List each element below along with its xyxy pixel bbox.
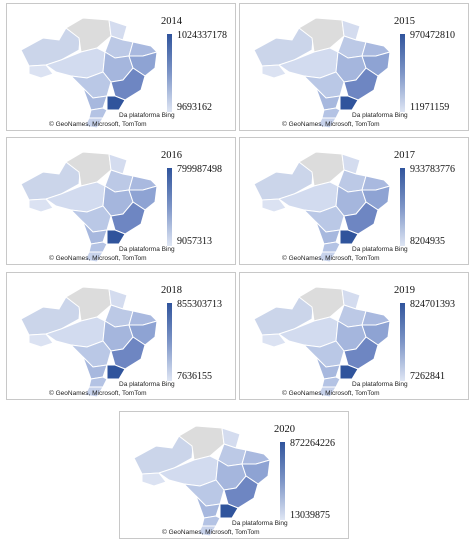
state-region: [317, 251, 337, 262]
state-region: [88, 241, 108, 253]
map-attribution-platform: Da plataforma Bing: [119, 246, 175, 253]
map-attribution-platform: Da plataforma Bing: [119, 112, 175, 119]
legend-max-value: 855303713: [177, 299, 222, 310]
map-attribution-copyright: © GeoNames, Microsoft, TomTom: [49, 255, 147, 262]
state-region: [195, 495, 221, 519]
year-label: 2014: [161, 16, 182, 27]
state-region: [197, 525, 217, 536]
brazil-choropleth-map: [133, 425, 271, 536]
state-region: [298, 151, 345, 187]
state-region: [28, 64, 54, 79]
brazil-choropleth-map: [253, 286, 391, 397]
legend-max-value: 824701393: [410, 299, 455, 310]
state-region: [84, 386, 104, 397]
map-attribution-platform: Da plataforma Bing: [119, 381, 175, 388]
map-panel: 2014 1024337178 9693162 Da plataforma Bing ©…: [6, 3, 236, 131]
map-attribution-platform: Da plataforma Bing: [352, 381, 408, 388]
legend-min-value: 9057313: [177, 236, 212, 247]
state-region: [106, 364, 126, 380]
legend-min-value: 8204935: [410, 236, 445, 247]
legend-max-value: 1024337178: [177, 30, 227, 41]
state-region: [219, 503, 239, 519]
state-region: [261, 333, 287, 348]
legend-min-value: 13039875: [290, 510, 330, 521]
state-region: [28, 333, 54, 348]
state-region: [65, 17, 112, 53]
brazil-choropleth-map: [253, 151, 391, 262]
map-attribution-platform: Da plataforma Bing: [232, 520, 288, 527]
legend-max-value: 970472810: [410, 30, 455, 41]
map-attribution-copyright: © GeoNames, Microsoft, TomTom: [282, 121, 380, 128]
year-label: 2020: [274, 424, 295, 435]
color-scale-bar: [400, 303, 405, 381]
map-panel: 2019 824701393 7262841 Da plataforma Bing © …: [239, 272, 469, 400]
color-scale-bar: [167, 168, 172, 246]
map-attribution-platform: Da plataforma Bing: [352, 112, 408, 119]
year-label: 2016: [161, 150, 182, 161]
state-region: [88, 107, 108, 119]
state-region: [84, 117, 104, 128]
state-region: [82, 221, 108, 245]
state-region: [28, 198, 54, 213]
map-attribution-copyright: © GeoNames, Microsoft, TomTom: [162, 529, 260, 536]
state-region: [178, 425, 225, 461]
state-region: [261, 64, 287, 79]
state-region: [88, 376, 108, 388]
state-region: [84, 251, 104, 262]
color-scale-bar: [400, 168, 405, 246]
map-panel: 2020 872264226 13039875 Da plataforma Bing ©…: [119, 411, 349, 539]
year-label: 2018: [161, 285, 182, 296]
state-region: [82, 356, 108, 380]
state-region: [65, 151, 112, 187]
year-label: 2019: [394, 285, 415, 296]
state-region: [65, 286, 112, 322]
map-panel: 2017 933783776 8204935 Da plataforma Bing © …: [239, 137, 469, 265]
legend-max-value: 872264226: [290, 438, 335, 449]
state-region: [82, 87, 108, 111]
state-region: [339, 95, 359, 111]
year-label: 2015: [394, 16, 415, 27]
legend-min-value: 9693162: [177, 102, 212, 113]
legend-min-value: 7262841: [410, 371, 445, 382]
state-region: [141, 472, 167, 487]
brazil-choropleth-map: [20, 151, 158, 262]
map-attribution-copyright: © GeoNames, Microsoft, TomTom: [282, 255, 380, 262]
brazil-choropleth-map: [253, 17, 391, 128]
map-panel: 2016 799987498 9057313 Da plataforma Bing © …: [6, 137, 236, 265]
state-region: [317, 386, 337, 397]
legend-max-value: 799987498: [177, 164, 222, 175]
state-region: [315, 87, 341, 111]
color-scale-bar: [280, 442, 285, 520]
state-region: [315, 356, 341, 380]
state-region: [339, 229, 359, 245]
brazil-choropleth-map: [20, 286, 158, 397]
state-region: [315, 221, 341, 245]
map-panel: 2018 855303713 7636155 Da plataforma Bing © …: [6, 272, 236, 400]
state-region: [317, 117, 337, 128]
color-scale-bar: [167, 303, 172, 381]
state-region: [321, 376, 341, 388]
color-scale-bar: [167, 34, 172, 112]
state-region: [298, 286, 345, 322]
state-region: [106, 95, 126, 111]
map-attribution-platform: Da plataforma Bing: [352, 246, 408, 253]
map-attribution-copyright: © GeoNames, Microsoft, TomTom: [49, 390, 147, 397]
state-region: [106, 229, 126, 245]
map-panel: 2015 970472810 11971159 Da plataforma Bing ©…: [239, 3, 469, 131]
state-region: [298, 17, 345, 53]
color-scale-bar: [400, 34, 405, 112]
map-attribution-copyright: © GeoNames, Microsoft, TomTom: [282, 390, 380, 397]
year-label: 2017: [394, 150, 415, 161]
state-region: [201, 515, 221, 527]
state-region: [321, 107, 341, 119]
state-region: [321, 241, 341, 253]
map-attribution-copyright: © GeoNames, Microsoft, TomTom: [49, 121, 147, 128]
state-region: [339, 364, 359, 380]
legend-max-value: 933783776: [410, 164, 455, 175]
legend-min-value: 11971159: [410, 102, 450, 113]
legend-min-value: 7636155: [177, 371, 212, 382]
brazil-choropleth-map: [20, 17, 158, 128]
state-region: [261, 198, 287, 213]
